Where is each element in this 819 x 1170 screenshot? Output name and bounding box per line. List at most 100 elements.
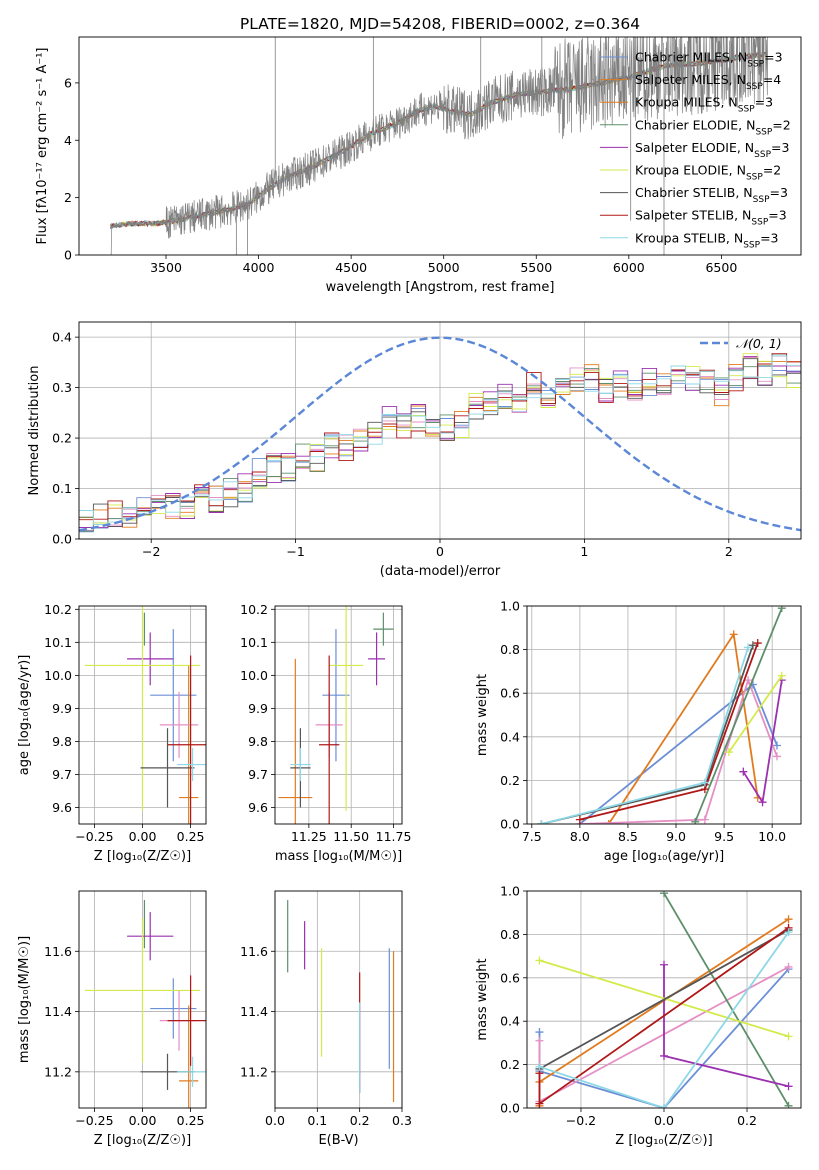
errorbar-point — [177, 1056, 206, 1087]
data-spectrum — [110, 37, 769, 255]
legend-label-tail: =3 — [770, 185, 788, 200]
y-tick-label: 11.6 — [240, 944, 268, 959]
y-tick-label: 0.2 — [52, 431, 72, 446]
weight-marker — [691, 817, 700, 824]
weight-marker — [535, 956, 544, 965]
x-tick-label: 7.5 — [522, 829, 542, 844]
legend-label-sub: SSP — [753, 195, 770, 205]
weight-marker — [660, 1051, 668, 1060]
x-tick-label: −1 — [286, 544, 304, 559]
y-tick-label: 0.4 — [500, 729, 520, 744]
x-axis-label: Z [log₁₀(Z/Z☉)] — [94, 1133, 191, 1148]
errorbar-point — [319, 655, 340, 824]
y-tick-label: 9.6 — [52, 800, 72, 815]
panel-mass-vs-Z: −0.25 0.00 0.25 11.2 11.4 11.6 Z [log₁₀(Z/Z☉)]… — [17, 890, 207, 1148]
x-axis-label: age [log₁₀(age/yr)] — [604, 849, 725, 864]
y-tick-label: 0.2 — [500, 1057, 520, 1072]
weight-marker — [784, 1032, 793, 1041]
plot-area — [79, 336, 801, 533]
errorbar-point — [84, 606, 201, 811]
x-tick-label: 9.0 — [666, 829, 686, 844]
weight-marker — [784, 1082, 793, 1091]
errorbar-point — [84, 918, 201, 1063]
x-tick-label: 5000 — [428, 260, 460, 275]
weight-line-5 — [728, 675, 783, 753]
axes-frame — [78, 36, 802, 256]
errorbar-point — [177, 748, 206, 782]
weight-marker — [660, 960, 668, 969]
legend-label: Chabrier MILES, NSSP=3 — [635, 50, 783, 70]
ticks: −0.2 0.0 0.2 0.0 0.2 0.4 0.6 0.8 1.0 — [500, 884, 757, 1129]
y-tick-label: 4 — [64, 133, 72, 148]
errorbar-point — [290, 748, 311, 782]
axes-frame — [78, 890, 207, 1109]
axes-frame — [78, 321, 802, 540]
y-axis-label: Flux [fλ10⁻¹⁷ erg cm⁻² s⁻¹ A⁻¹] — [35, 48, 50, 245]
weight-marker — [772, 752, 781, 761]
panels: 3500 4000 4500 5000 5500 6000 6500 0 2 4 6 waveleng… — [17, 36, 802, 1148]
y-axis-label: mass weight — [475, 674, 490, 756]
y-tick-label: 2 — [64, 190, 72, 205]
ticks: 0.0 0.1 0.2 0.3 11.2 11.4 11.6 — [240, 944, 412, 1128]
plot-area — [110, 37, 769, 255]
x-tick-label: −0.25 — [75, 829, 113, 844]
x-tick-label: −0.25 — [75, 1113, 113, 1128]
legend-label: Kroupa STELIB, NSSP=3 — [635, 230, 779, 250]
legend-label-sub: SSP — [746, 82, 763, 92]
axes-frame — [274, 605, 403, 825]
y-tick-label: 9.8 — [248, 734, 268, 749]
y-tick-label: 9.9 — [52, 701, 72, 716]
x-axis-label: Z [log₁₀(Z/Z☉)] — [615, 1133, 712, 1148]
legend-label: Chabrier ELODIE, NSSP=2 — [635, 117, 791, 137]
legend-label: Salpeter MILES, NSSP=4 — [635, 72, 781, 92]
x-tick-label: 0.00 — [129, 1113, 157, 1128]
legend-label-tail: =3 — [771, 140, 789, 155]
panel-age-vs-mass: 11.25 11.50 11.75 9.6 9.7 9.8 9.9 10.0 10.1 10.2 m… — [240, 602, 411, 864]
panel-age-vs-Z: −0.25 0.00 0.25 9.6 9.7 9.8 9.9 10.0 10.1 10.2 Z [… — [17, 602, 207, 864]
weight-marker — [724, 748, 733, 757]
y-tick-label: 9.6 — [248, 800, 268, 815]
axes-frame — [78, 605, 207, 825]
errorbar-point — [127, 912, 174, 961]
y-tick-label: 10.1 — [44, 635, 72, 650]
weight-marker — [700, 778, 709, 787]
weight-marker — [660, 891, 668, 898]
weight-marker — [777, 671, 786, 680]
legend-label-sub: SSP — [746, 173, 763, 183]
errorbar-point — [329, 606, 364, 811]
ticks: 3500 4000 4500 5000 5500 6000 6500 0 2 4 6 — [64, 75, 737, 275]
x-tick-label: 0.2 — [737, 1113, 757, 1128]
y-tick-label: 11.4 — [44, 1004, 72, 1019]
legend-label-sub: SSP — [747, 60, 764, 70]
y-tick-label: 0.6 — [500, 970, 520, 985]
x-tick-label: 2 — [725, 544, 733, 559]
legend-label: Chabrier STELIB, NSSP=3 — [635, 185, 788, 205]
weight-line-3 — [694, 607, 783, 823]
y-tick-label: 0.3 — [52, 380, 72, 395]
x-tick-label: 5500 — [520, 260, 552, 275]
errorbar-point — [322, 629, 350, 762]
legend-label-main: Kroupa MILES, N — [635, 95, 738, 110]
legend-label-main: Chabrier ELODIE, N — [635, 117, 755, 132]
weight-marker — [535, 1062, 544, 1071]
y-tick-label: 0.8 — [500, 927, 520, 942]
x-tick-label: 6500 — [705, 260, 737, 275]
figure-title: PLATE=1820, MJD=54208, FIBERID=0002, z=0… — [240, 15, 640, 33]
legend-label-tail: =2 — [763, 163, 781, 178]
x-tick-label: 1 — [580, 544, 588, 559]
weight-marker — [537, 820, 546, 824]
legend-label-main: Chabrier MILES, N — [635, 50, 747, 65]
y-tick-label: 0.4 — [52, 330, 72, 345]
legend-label-tail: =3 — [760, 230, 778, 245]
legend-label: Kroupa ELODIE, NSSP=2 — [635, 163, 781, 183]
y-tick-label: 11.4 — [240, 1004, 268, 1019]
y-tick-label: 10.0 — [44, 668, 72, 683]
y-tick-label: 10.1 — [240, 635, 268, 650]
axes-frame — [274, 890, 403, 1109]
errorbar-point — [278, 658, 313, 824]
legend-label-main: Kroupa STELIB, N — [635, 230, 743, 245]
weight-marker — [758, 798, 767, 807]
weight-line-5 — [539, 959, 789, 1038]
legend-label-main: Kroupa ELODIE, N — [635, 163, 746, 178]
weight-marker — [784, 915, 793, 924]
